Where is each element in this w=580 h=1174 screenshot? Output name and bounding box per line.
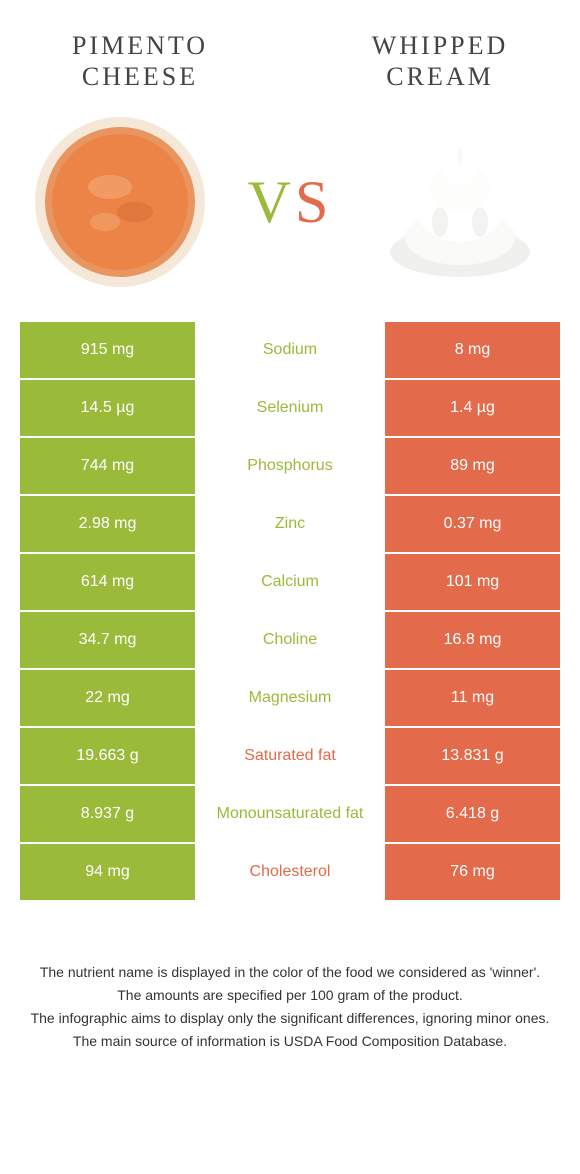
nutrient-name: Phosphorus [195, 438, 385, 494]
nutrient-name: Calcium [195, 554, 385, 610]
vs-s: S [295, 169, 332, 235]
right-value: 16.8 mg [385, 612, 560, 668]
right-value: 76 mg [385, 844, 560, 900]
left-value: 915 mg [20, 322, 195, 378]
footer-line-4: The main source of information is USDA F… [30, 1031, 550, 1052]
right-value: 89 mg [385, 438, 560, 494]
footer-line-3: The infographic aims to display only the… [30, 1008, 550, 1029]
table-row: 22 mgMagnesium11 mg [20, 670, 560, 726]
nutrient-name: Monounsaturated fat [195, 786, 385, 842]
pimento-cheese-image [30, 112, 210, 292]
left-value: 8.937 g [20, 786, 195, 842]
nutrient-name: Zinc [195, 496, 385, 552]
table-row: 19.663 gSaturated fat13.831 g [20, 728, 560, 784]
header: PIMENTO CHEESE WHIPPED CREAM [0, 0, 580, 102]
right-value: 1.4 µg [385, 380, 560, 436]
footer: The nutrient name is displayed in the co… [0, 902, 580, 1074]
right-value: 13.831 g [385, 728, 560, 784]
right-value: 0.37 mg [385, 496, 560, 552]
table-row: 915 mgSodium8 mg [20, 322, 560, 378]
nutrient-name: Sodium [195, 322, 385, 378]
left-value: 614 mg [20, 554, 195, 610]
left-value: 22 mg [20, 670, 195, 726]
table-row: 8.937 gMonounsaturated fat6.418 g [20, 786, 560, 842]
right-value: 101 mg [385, 554, 560, 610]
nutrient-name: Saturated fat [195, 728, 385, 784]
right-value: 6.418 g [385, 786, 560, 842]
table-row: 14.5 µgSelenium1.4 µg [20, 380, 560, 436]
left-value: 19.663 g [20, 728, 195, 784]
left-value: 744 mg [20, 438, 195, 494]
table-row: 614 mgCalcium101 mg [20, 554, 560, 610]
vs-v: V [248, 169, 295, 235]
table-row: 2.98 mgZinc0.37 mg [20, 496, 560, 552]
footer-line-2: The amounts are specified per 100 gram o… [30, 985, 550, 1006]
left-value: 34.7 mg [20, 612, 195, 668]
right-value: 11 mg [385, 670, 560, 726]
images-row: VS [0, 102, 580, 322]
whipped-cream-image [370, 112, 550, 292]
nutrient-name: Choline [195, 612, 385, 668]
nutrient-name: Selenium [195, 380, 385, 436]
table-row: 34.7 mgCholine16.8 mg [20, 612, 560, 668]
nutrient-table: 915 mgSodium8 mg14.5 µgSelenium1.4 µg744… [20, 322, 560, 900]
food-right-title: WHIPPED CREAM [340, 30, 540, 92]
table-row: 744 mgPhosphorus89 mg [20, 438, 560, 494]
food-left-title: PIMENTO CHEESE [40, 30, 240, 92]
table-row: 94 mgCholesterol76 mg [20, 844, 560, 900]
left-value: 2.98 mg [20, 496, 195, 552]
right-value: 8 mg [385, 322, 560, 378]
nutrient-name: Cholesterol [195, 844, 385, 900]
nutrient-name: Magnesium [195, 670, 385, 726]
vs-label: VS [248, 168, 333, 237]
left-value: 14.5 µg [20, 380, 195, 436]
left-value: 94 mg [20, 844, 195, 900]
footer-line-1: The nutrient name is displayed in the co… [30, 962, 550, 983]
